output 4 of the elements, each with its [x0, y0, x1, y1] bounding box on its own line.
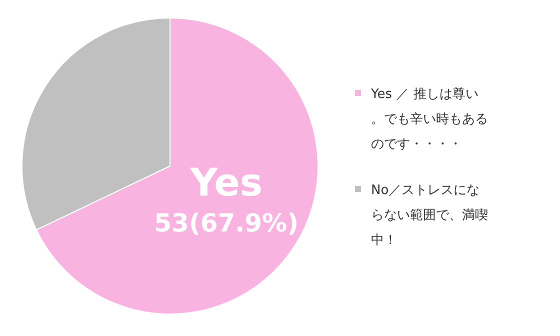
legend-label: Yes ／ 推しは尊い。でも辛い時もあるのです・・・・ — [370, 87, 488, 152]
legend-label: No／ストレスにならない範囲で、満喫中！ — [371, 183, 488, 248]
data-label: 53(67.9%) — [154, 208, 299, 238]
text: Yes — [190, 160, 263, 205]
